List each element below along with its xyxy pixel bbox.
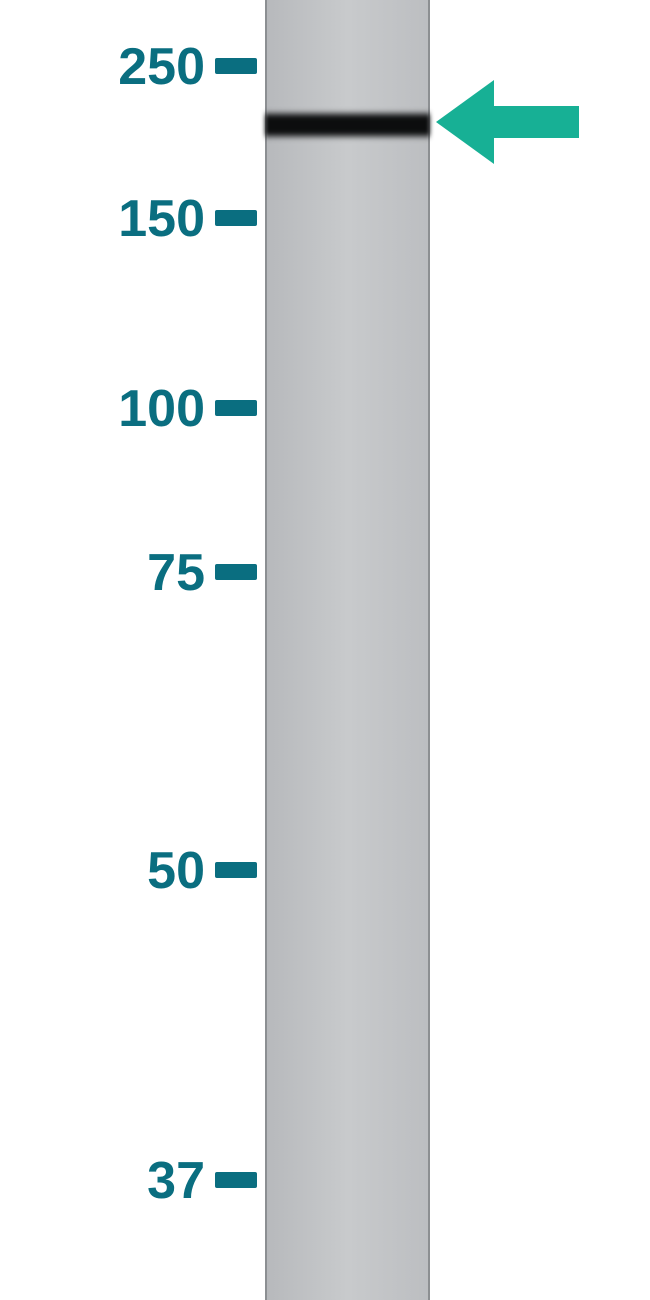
lane-background: [265, 0, 430, 1300]
mw-marker-tick: [215, 862, 257, 878]
mw-marker-tick: [215, 58, 257, 74]
mw-marker-label: 100: [118, 379, 205, 439]
mw-marker-tick: [215, 1172, 257, 1188]
arrow-head-icon: [436, 80, 494, 164]
mw-marker-tick: [215, 210, 257, 226]
mw-marker-label: 250: [118, 37, 205, 97]
mw-marker-tick: [215, 400, 257, 416]
band-indicator-arrow: [436, 80, 579, 164]
mw-marker-label: 50: [147, 841, 205, 901]
mw-marker-label: 150: [118, 189, 205, 249]
mw-marker-tick: [215, 564, 257, 580]
mw-marker-label: 37: [147, 1151, 205, 1211]
mw-marker-label: 75: [147, 543, 205, 603]
western-blot: 250 150 100 75 50 37: [0, 0, 650, 1300]
blot-lane: [265, 0, 430, 1300]
arrow-shaft: [494, 106, 579, 138]
protein-band: [265, 110, 430, 140]
